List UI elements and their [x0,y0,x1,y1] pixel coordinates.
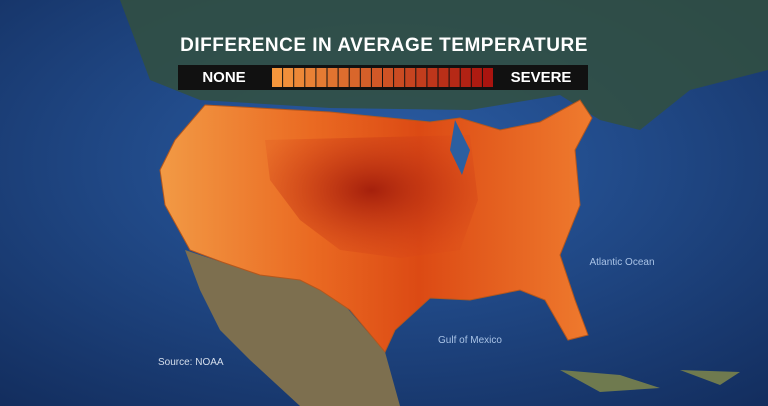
legend-swatch [338,68,349,87]
legend-swatch [394,68,405,87]
legend-swatch [383,68,394,87]
legend-swatch [294,68,305,87]
legend-swatch [460,68,471,87]
legend-swatch [371,68,382,87]
legend-swatch [427,68,438,87]
great-lakes [450,120,470,175]
legend-swatch [272,68,283,87]
gulf-label: Gulf of Mexico [438,335,502,346]
mexico [185,250,400,406]
title: DIFFERENCE IN AVERAGE TEMPERATURE [180,35,588,56]
legend-swatch [349,68,360,87]
source: Source: NOAA [158,357,224,368]
legend-swatch [449,68,460,87]
legend-swatch [283,68,294,87]
legend-swatch [405,68,416,87]
caribbean [560,370,740,392]
legend-swatch [471,68,482,87]
atlantic-label: Atlantic Ocean [589,257,654,268]
legend-high: SEVERE [511,69,572,86]
legend-low: NONE [202,69,245,86]
legend-swatch [316,68,327,87]
legend-swatch [438,68,449,87]
legend-swatch [305,68,316,87]
legend-swatch [327,68,338,87]
legend-swatch [416,68,427,87]
hot-region [265,135,478,258]
legend-scale [272,68,493,87]
legend-swatch [360,68,371,87]
legend-swatch [482,68,493,87]
